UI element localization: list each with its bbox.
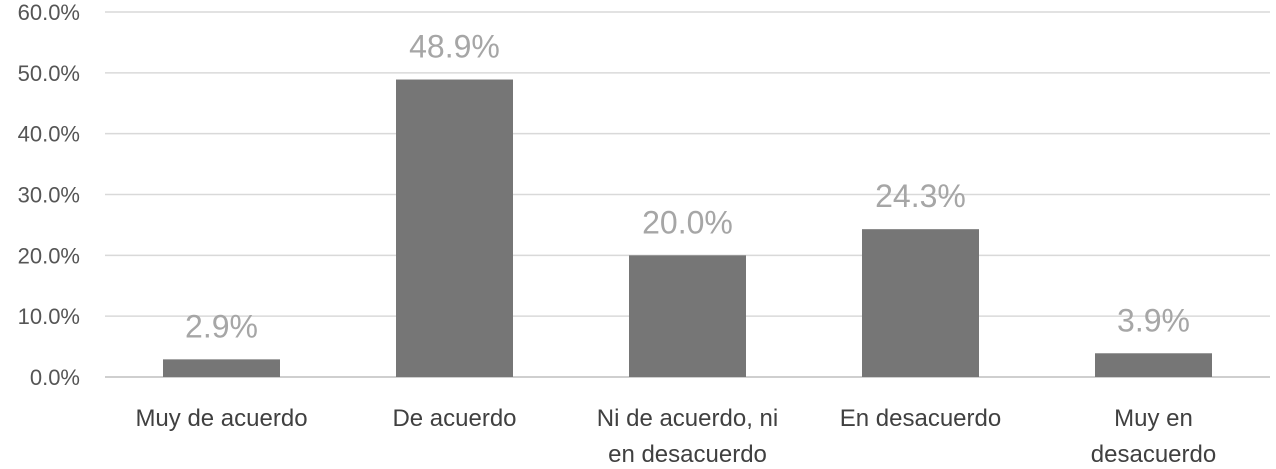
data-label: 48.9% — [409, 29, 500, 65]
bars — [163, 79, 1212, 378]
data-label: 3.9% — [1117, 302, 1190, 338]
y-tick-label: 30.0% — [18, 183, 80, 208]
x-category-label: Ni de acuerdo, ni — [597, 405, 778, 432]
y-tick-label: 20.0% — [18, 243, 80, 268]
x-category-label: desacuerdo — [1091, 441, 1216, 468]
y-tick-label: 10.0% — [18, 304, 80, 329]
y-axis-tick-labels: 0.0% 10.0% 20.0% 30.0% 40.0% 50.0% 60.0% — [18, 0, 80, 390]
bar — [396, 79, 513, 378]
bar — [163, 359, 280, 377]
x-category-label: De acuerdo — [392, 405, 516, 432]
y-tick-label: 50.0% — [18, 61, 80, 86]
data-label: 24.3% — [875, 178, 966, 214]
data-label: 20.0% — [642, 204, 733, 240]
y-tick-label: 60.0% — [18, 0, 80, 25]
x-category-label: Muy de acuerdo — [135, 405, 307, 432]
x-category-label: En desacuerdo — [840, 405, 1001, 432]
y-tick-label: 0.0% — [30, 365, 80, 390]
y-tick-label: 40.0% — [18, 122, 80, 147]
bar — [1095, 353, 1212, 377]
x-category-label: en desacuerdo — [608, 441, 767, 468]
x-category-label: Muy en — [1114, 405, 1193, 432]
bar — [862, 229, 979, 377]
data-labels: 2.9% 48.9% 20.0% 24.3% 3.9% — [185, 29, 1190, 345]
bar — [629, 255, 746, 377]
x-axis-category-labels: Muy de acuerdo De acuerdo Ni de acuerdo, n… — [135, 405, 1216, 468]
data-label: 2.9% — [185, 308, 258, 344]
